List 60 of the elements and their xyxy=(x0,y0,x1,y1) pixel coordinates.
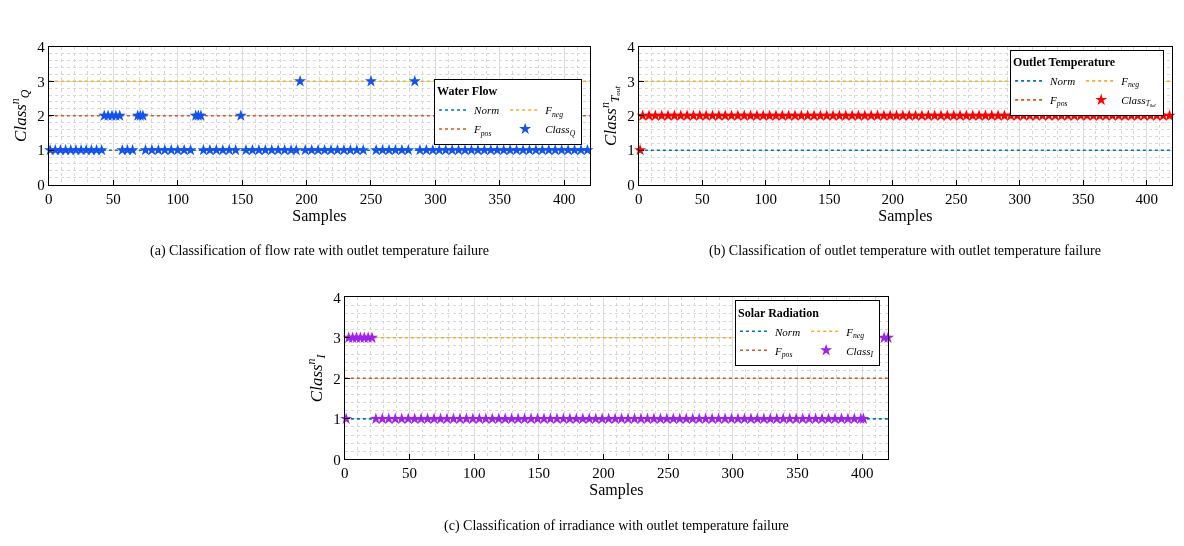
legend-label: Class$_{Q}$ xyxy=(545,123,576,138)
x-tick-label: 150 xyxy=(230,190,254,207)
legend-label: Class$_{Tₒᵤₜ}$ xyxy=(1121,94,1158,109)
x-tick-label: 250 xyxy=(944,190,968,207)
x-tick-label: 250 xyxy=(656,465,680,482)
x-tick-label: 350 xyxy=(786,465,809,482)
text: (b) Classification of outlet temperature with outlet temperature failure xyxy=(709,243,1101,259)
y-tick-label: 2 xyxy=(37,108,45,124)
y-tick-label: 0 xyxy=(627,176,635,193)
x-tick-label: 300 xyxy=(424,190,447,207)
legend-title: Outlet Temperature xyxy=(1013,55,1116,70)
y-tick-label: 1 xyxy=(37,142,45,159)
x-tick-label: 100 xyxy=(166,190,189,207)
x-tick-label: 200 xyxy=(881,190,904,207)
y-tick-label: 4 xyxy=(333,289,342,306)
legend-label: F$_{neg}$ xyxy=(845,325,865,340)
x-axis-title: Samples xyxy=(292,206,347,225)
x-tick-label: 50 xyxy=(402,465,417,482)
y-tick-label: 4 xyxy=(627,39,636,56)
y-tick-label: 1 xyxy=(333,411,341,428)
x-tick-label: 200 xyxy=(592,465,615,482)
x-tick-label: 400 xyxy=(553,190,576,207)
x-tick-label: 400 xyxy=(850,465,874,482)
x-tick-label: 150 xyxy=(527,465,551,482)
y-tick-label: 0 xyxy=(37,176,45,193)
legend-label: Norm xyxy=(473,104,500,117)
legend-title: Solar Radiation xyxy=(738,305,820,320)
y-tick-label: 1 xyxy=(627,142,635,159)
y-tick-label: 4 xyxy=(37,39,46,56)
legend-label: F$_{neg}$ xyxy=(544,104,564,119)
legend-title: Water Flow xyxy=(437,84,498,99)
x-tick-label: 50 xyxy=(105,190,121,207)
x-tick-label: 100 xyxy=(462,465,486,482)
legend-label: Norm xyxy=(774,325,801,338)
text: (a) Classification of flow rate with outlet temperature failure xyxy=(150,243,489,259)
x-tick-label: 400 xyxy=(1135,190,1158,207)
x-tick-label: 100 xyxy=(754,190,778,207)
x-tick-label: 300 xyxy=(1008,190,1031,207)
text: (c) Classification of irradiance with outlet temperature failure xyxy=(444,518,789,534)
legend-label: Class$_{I}$ xyxy=(846,344,874,359)
x-tick-label: 200 xyxy=(295,190,318,207)
legend-label: F$_{pos}$ xyxy=(1049,94,1068,109)
y-tick-label: 0 xyxy=(333,451,341,468)
x-axis-title: Samples xyxy=(589,481,644,500)
y-tick-label: 2 xyxy=(333,370,341,387)
y-tick-label: 3 xyxy=(333,330,341,347)
legend-label: F$_{neg}$ xyxy=(1120,75,1140,90)
x-tick-label: 350 xyxy=(488,190,512,207)
x-tick-label: 50 xyxy=(694,190,710,207)
y-tick-label: 2 xyxy=(627,108,635,124)
x-tick-label: 350 xyxy=(1071,190,1095,207)
legend-label: Norm xyxy=(1049,75,1076,88)
x-tick-label: 250 xyxy=(359,190,383,207)
x-tick-label: 150 xyxy=(818,190,841,207)
legend-label: F$_{pos}$ xyxy=(473,123,492,138)
x-axis-title: Samples xyxy=(878,206,933,225)
y-tick-label: 3 xyxy=(627,73,635,90)
legend-label: F$_{pos}$ xyxy=(774,344,793,359)
x-tick-label: 300 xyxy=(721,465,745,482)
y-tick-label: 3 xyxy=(37,73,45,90)
